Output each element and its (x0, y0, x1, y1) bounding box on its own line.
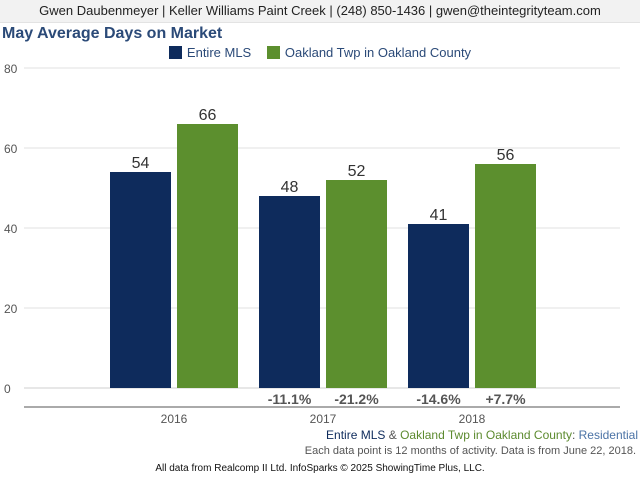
x-tick-label-2018: 2018 (459, 412, 486, 425)
value-label-oakland-twp-2016: 66 (199, 107, 217, 124)
value-label-entire-mls-2017: 48 (281, 179, 299, 196)
legend-item-oakland-twp[interactable]: Oakland Twp in Oakland County (266, 45, 472, 61)
change-label-entire-mls-2018: -14.6% (416, 391, 461, 407)
footer-legend-mls: Entire MLS (326, 428, 386, 442)
bar-entire-mls-2016 (110, 172, 171, 388)
y-tick-label-80: 80 (4, 62, 18, 76)
bar-oakland-twp-2016 (177, 124, 238, 388)
footer-note: Each data point is 12 months of activity… (304, 445, 636, 457)
footer-legend-amp: & (385, 428, 401, 442)
change-label-oakland-twp-2018: +7.7% (485, 391, 526, 407)
footer-legend-property-type: Residential (578, 428, 638, 442)
agent-info-bar: Gwen Daubenmeyer | Keller Williams Paint… (0, 0, 640, 23)
y-tick-label-40: 40 (4, 222, 18, 236)
bar-chart: 0 20 40 60 80 54 66 2016 48 -11.1% 52 -21.2% 2017 41 -… (4, 62, 620, 425)
value-label-oakland-twp-2018: 56 (497, 147, 515, 164)
legend-swatch-oakland-twp (266, 46, 280, 60)
footer-legend-colon: : (571, 428, 579, 442)
chart-title: May Average Days on Market (2, 25, 223, 42)
bar-entire-mls-2018 (408, 224, 469, 388)
change-label-oakland-twp-2017: -21.2% (334, 391, 379, 407)
value-label-entire-mls-2016: 54 (132, 155, 150, 172)
legend-item-entire-mls[interactable]: Entire MLS (168, 45, 252, 61)
value-label-oakland-twp-2017: 52 (348, 163, 366, 180)
legend-swatch-entire-mls (168, 46, 182, 60)
chart-legend: Entire MLS Oakland Twp in Oakland County (0, 44, 640, 60)
y-tick-label-0: 0 (4, 382, 11, 396)
legend-label-entire-mls: Entire MLS (186, 45, 252, 61)
value-label-entire-mls-2018: 41 (430, 207, 448, 224)
footer-source: All data from Realcomp II Ltd. InfoSpark… (155, 463, 485, 474)
bar-oakland-twp-2017 (326, 180, 387, 388)
change-label-entire-mls-2017: -11.1% (268, 391, 312, 407)
footer-legend: Entire MLS & Oakland Twp in Oakland Coun… (326, 428, 638, 442)
legend-label-oakland-twp: Oakland Twp in Oakland County (284, 45, 472, 61)
x-tick-label-2016: 2016 (161, 412, 188, 425)
agent-info-text: Gwen Daubenmeyer | Keller Williams Paint… (39, 3, 601, 18)
footer-legend-area: Oakland Twp in Oakland County (400, 428, 572, 442)
bar-oakland-twp-2018 (475, 164, 536, 388)
y-tick-label-20: 20 (4, 302, 18, 316)
x-tick-label-2017: 2017 (310, 412, 337, 425)
y-tick-label-60: 60 (4, 142, 18, 156)
bar-entire-mls-2017 (259, 196, 320, 388)
